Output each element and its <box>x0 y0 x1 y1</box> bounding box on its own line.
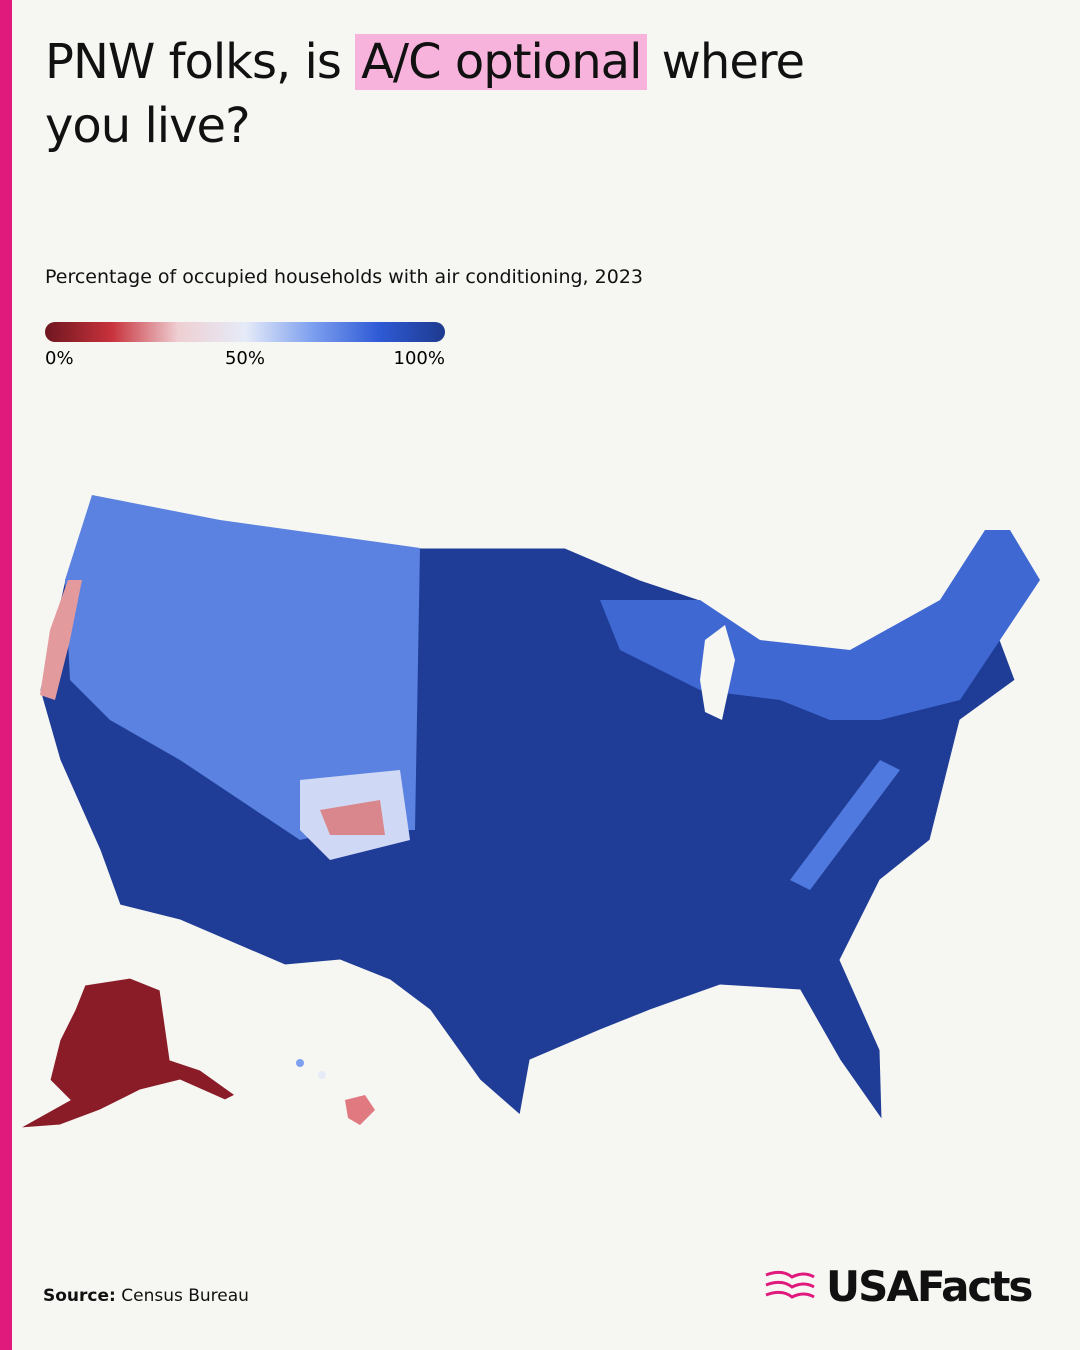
hawaii-island <box>296 1059 304 1067</box>
title: PNW folks, is A/C optional where you liv… <box>45 30 1045 158</box>
legend-tick-label: 100% <box>394 348 445 369</box>
legend-tick-label: 50% <box>225 348 265 369</box>
legend-tick-label: 0% <box>45 348 74 369</box>
logo-icon <box>765 1270 815 1299</box>
hawaii <box>345 1095 375 1125</box>
source-text: Census Bureau <box>121 1286 249 1306</box>
west-region <box>65 495 420 840</box>
source-label: Source: <box>43 1286 116 1306</box>
logo: USAFacts <box>762 1262 1033 1311</box>
subtitle: Percentage of occupied households with a… <box>45 266 643 288</box>
title-highlight: A/C optional <box>355 34 648 90</box>
title-text: you live? <box>45 98 251 154</box>
legend-bar <box>45 322 445 342</box>
map <box>19 494 1041 1129</box>
title-text: PNW folks, is <box>45 34 356 90</box>
source: Source: Census Bureau <box>43 1286 249 1306</box>
title-text: where <box>647 34 805 90</box>
appalachia <box>790 760 900 890</box>
accent-bar <box>0 0 12 1350</box>
coast-light <box>40 580 82 700</box>
logo-text: USAFacts <box>826 1262 1033 1311</box>
alaska <box>19 977 236 1129</box>
legend: 0% 50% 100% <box>45 322 445 369</box>
hawaii-island <box>318 1071 326 1079</box>
lake-michigan <box>700 625 735 720</box>
mountain-red <box>320 800 385 835</box>
